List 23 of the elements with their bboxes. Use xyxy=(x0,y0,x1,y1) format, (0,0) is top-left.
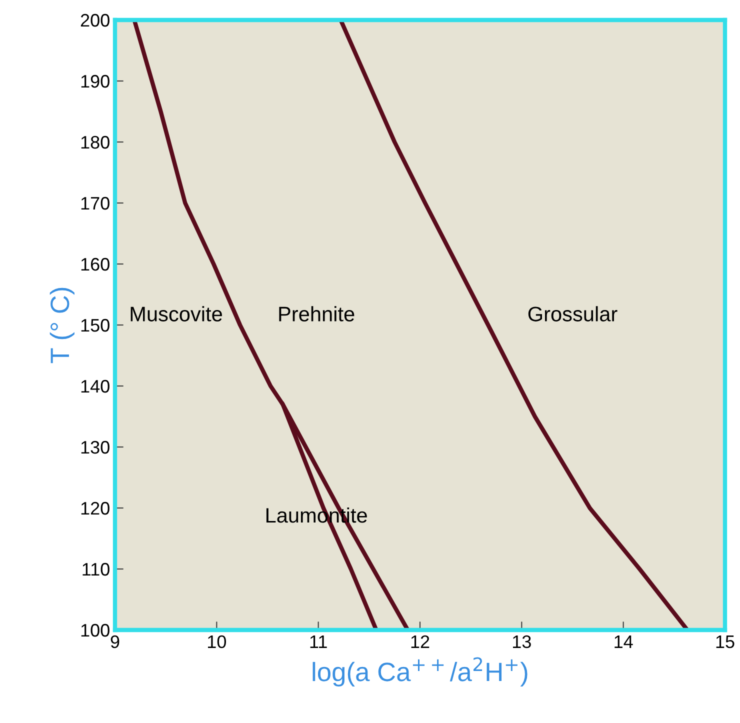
y-tick-label: 160 xyxy=(81,258,110,271)
y-tick-label: 180 xyxy=(81,136,110,149)
y-tick-label: 150 xyxy=(81,318,110,332)
y-tick-label: 110 xyxy=(82,562,110,576)
x-tick-label: 11 xyxy=(310,636,327,648)
y-tick-label: 170 xyxy=(81,196,110,210)
x-tick-label: 13 xyxy=(513,635,531,648)
annotation: Prehnite xyxy=(279,306,354,322)
x-tick-label: 14 xyxy=(614,636,633,648)
x-tick-label: 10 xyxy=(208,635,226,648)
y-tick-label: 120 xyxy=(81,502,110,515)
annotation: Grossular xyxy=(528,306,618,322)
y-tick-label: 190 xyxy=(81,74,110,88)
y-tick-label: 140 xyxy=(81,380,110,393)
x-tick-label: 12 xyxy=(411,635,430,648)
y-tick-label: 200 xyxy=(80,14,110,27)
x-tick-label: 15 xyxy=(716,636,734,648)
y-tick-label: 100 xyxy=(81,624,110,637)
annotation: Muscovite xyxy=(130,306,222,322)
y-tick-label: 130 xyxy=(81,440,110,454)
x-axis-title: log(a Ca$^{++}$/a$^{2}$H$^{+}$) xyxy=(312,657,528,687)
y-axis-title: T (° C) xyxy=(50,288,74,364)
x-tick-label: 9 xyxy=(110,635,120,648)
